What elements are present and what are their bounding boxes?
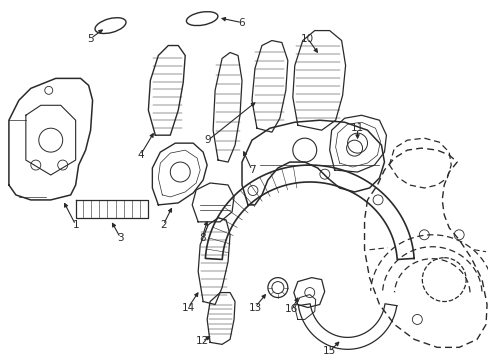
Text: 4: 4 bbox=[137, 150, 143, 160]
Text: 11: 11 bbox=[350, 123, 364, 133]
Text: 15: 15 bbox=[323, 346, 336, 356]
Text: 2: 2 bbox=[160, 220, 166, 230]
Text: 10: 10 bbox=[301, 33, 314, 44]
Text: 9: 9 bbox=[204, 135, 211, 145]
Text: 5: 5 bbox=[87, 33, 94, 44]
Text: 1: 1 bbox=[72, 220, 79, 230]
Text: 13: 13 bbox=[248, 302, 261, 312]
Text: 3: 3 bbox=[117, 233, 123, 243]
Text: 16: 16 bbox=[285, 305, 298, 315]
Text: 6: 6 bbox=[238, 18, 245, 28]
Text: 14: 14 bbox=[181, 302, 194, 312]
Text: 7: 7 bbox=[248, 165, 255, 175]
Text: 12: 12 bbox=[195, 336, 208, 346]
Text: 8: 8 bbox=[199, 233, 205, 243]
